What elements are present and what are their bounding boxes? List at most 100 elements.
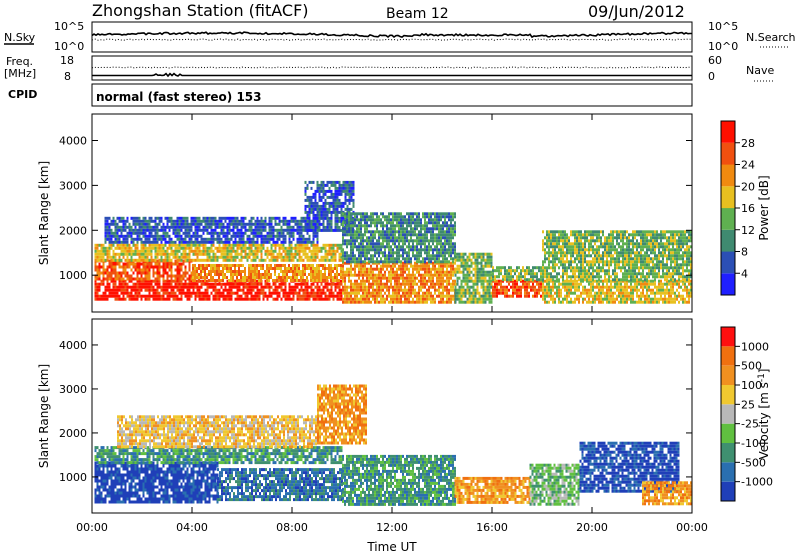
- nsky-label: N.Sky: [4, 31, 36, 44]
- heatmap-cell: [316, 213, 319, 217]
- heatmap-cell: [182, 274, 185, 278]
- heatmap-cell: [186, 282, 189, 286]
- heatmap-cell: [396, 279, 398, 283]
- freq-label: Freq.: [6, 55, 33, 68]
- heatmap-cell: [96, 291, 99, 295]
- heatmap-cell: [332, 210, 335, 214]
- heatmap-cell: [190, 291, 193, 295]
- heatmap-cell: [386, 218, 388, 222]
- heatmap-cell: [132, 228, 135, 232]
- heatmap-cell: [274, 273, 276, 276]
- heatmap-cell: [252, 297, 255, 301]
- heatmap-cell: [392, 230, 394, 234]
- heatmap-cell: [348, 198, 351, 202]
- heatmap-cell: [218, 222, 221, 226]
- heatmap-cell: [176, 282, 179, 286]
- heatmap-cell: [322, 276, 324, 279]
- heatmap-cell: [272, 288, 275, 292]
- heatmap-cell: [444, 260, 446, 264]
- heatmap-cell: [200, 249, 203, 253]
- heatmap-cell: [116, 234, 119, 238]
- heatmap-cell: [306, 282, 309, 286]
- heatmap-cell: [372, 242, 374, 246]
- heatmap-cell: [418, 297, 420, 301]
- heatmap-cell: [138, 288, 141, 292]
- heatmap-cell: [96, 274, 99, 278]
- heatmap-cell: [264, 228, 267, 232]
- heatmap-cell: [220, 219, 223, 223]
- heatmap-cell: [184, 271, 187, 275]
- heatmap-cell: [354, 282, 356, 286]
- heatmap-cell: [300, 255, 303, 259]
- heatmap-cell: [424, 227, 426, 231]
- heatmap-cell: [362, 233, 364, 237]
- heatmap-cell: [360, 239, 362, 243]
- heatmap-cell: [236, 219, 239, 223]
- heatmap-cell: [350, 198, 353, 202]
- heatmap-cell: [196, 243, 199, 247]
- heatmap-cell: [156, 249, 159, 253]
- heatmap-cell: [224, 225, 227, 229]
- heatmap-cell: [488, 282, 491, 286]
- heatmap-cell: [276, 264, 278, 267]
- heatmap-cell: [236, 225, 239, 229]
- heatmap-cell: [204, 216, 207, 220]
- heatmap-cell: [162, 274, 165, 278]
- heatmap-cell: [154, 255, 157, 259]
- heatmap-cell: [208, 237, 211, 241]
- heatmap-cell: [248, 225, 251, 229]
- heatmap-cell: [134, 222, 137, 226]
- heatmap-cell: [94, 249, 97, 253]
- heatmap-cell: [100, 294, 103, 298]
- heatmap-cell: [146, 271, 149, 275]
- heatmap-cell: [154, 279, 157, 283]
- heatmap-cell: [452, 294, 454, 298]
- heatmap-cell: [306, 291, 309, 295]
- heatmap-cell: [514, 285, 516, 289]
- heatmap-cell: [182, 237, 185, 241]
- heatmap-cell: [372, 288, 374, 292]
- heatmap-cell: [488, 255, 491, 259]
- heatmap-cell: [366, 273, 368, 277]
- heatmap-cell: [512, 288, 514, 292]
- heatmap-cell: [342, 180, 345, 184]
- heatmap-cell: [266, 270, 268, 273]
- heatmap-cell: [302, 270, 304, 273]
- heatmap-cell: [316, 210, 319, 214]
- heatmap-cell: [278, 246, 281, 250]
- heatmap-cell: [306, 276, 308, 279]
- heatmap-cell: [432, 239, 434, 243]
- heatmap-cell: [158, 228, 161, 232]
- heatmap-cell: [462, 252, 465, 256]
- heatmap-cell: [362, 288, 364, 292]
- heatmap-cell: [390, 218, 392, 222]
- heatmap-cell: [532, 282, 534, 286]
- heatmap-cell: [146, 285, 149, 289]
- heatmap-cell: [168, 262, 171, 266]
- heatmap-cell: [342, 267, 344, 271]
- heatmap-cell: [474, 291, 477, 295]
- heatmap-cell: [442, 260, 444, 264]
- heatmap-cell: [134, 277, 137, 281]
- heatmap-cell: [186, 297, 189, 301]
- heatmap-cell: [342, 242, 344, 246]
- heatmap-cell: [278, 243, 281, 247]
- heatmap-cell: [360, 227, 362, 231]
- heatmap-cell: [308, 294, 311, 298]
- heatmap-cell: [352, 291, 354, 295]
- heatmap-cell: [142, 252, 145, 256]
- heatmap-cell: [348, 192, 351, 196]
- heatmap-cell: [386, 233, 388, 237]
- heatmap-cell: [230, 246, 233, 250]
- heatmap-cell: [144, 277, 147, 281]
- heatmap-cell: [514, 288, 516, 292]
- heatmap-cell: [418, 288, 420, 292]
- heatmap-cell: [310, 279, 312, 282]
- heatmap-cell: [100, 265, 103, 269]
- heatmap-cell: [306, 213, 309, 217]
- heatmap-cell: [440, 297, 442, 301]
- heatmap-cell: [204, 225, 207, 229]
- heatmap-cell: [342, 276, 344, 280]
- heatmap-cell: [278, 276, 280, 279]
- heatmap-cell: [462, 276, 465, 280]
